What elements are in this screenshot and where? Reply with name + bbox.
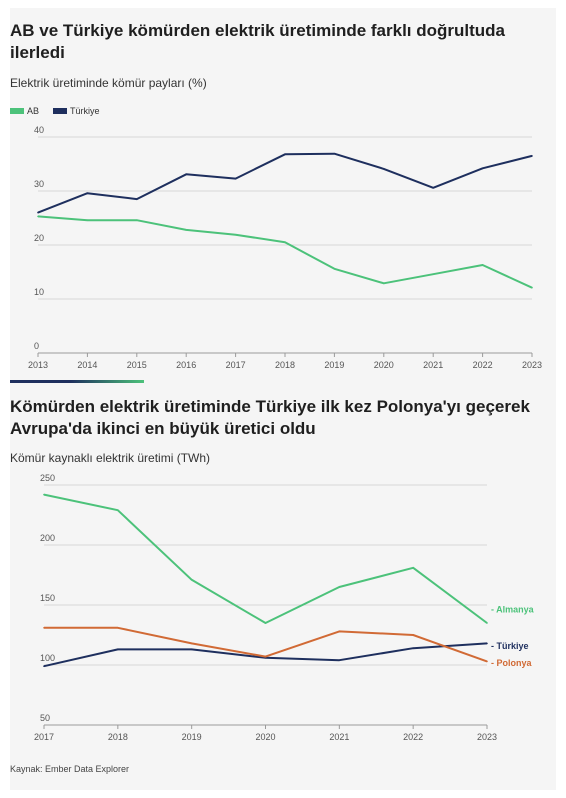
chart2-point-turkiye: [43, 665, 45, 667]
legend-swatch-turkiye: [53, 108, 68, 114]
chart2-x-tick-label: 2017: [34, 732, 54, 742]
chart1-y-tick-label: 20: [34, 233, 44, 243]
chart1-point-ab: [234, 233, 237, 236]
chart1-point-turkiye: [432, 186, 435, 189]
chart1-point-turkiye: [185, 173, 187, 176]
chart2-x-tick-label: 2018: [108, 732, 128, 742]
legend-swatch-ab: [10, 108, 24, 114]
chart1-point-turkiye: [86, 192, 89, 194]
chart2-y-tick-label: 150: [40, 593, 55, 603]
chart1-point-turkiye: [333, 152, 336, 155]
chart1-y-tick-label: 30: [34, 179, 44, 189]
chart2-end-label-turkiye: - Türkiye: [491, 641, 529, 651]
chart1-point-turkiye: [234, 177, 237, 180]
chart2-point-almanya: [412, 567, 414, 569]
chart1-y-tick-label: 0: [34, 341, 39, 351]
legend-label-ab: AB: [27, 106, 40, 116]
chart1-point-ab: [481, 264, 484, 266]
chart1-point-ab: [136, 219, 138, 221]
chart1-point-turkiye: [383, 168, 385, 170]
chart2-point-polonya: [117, 627, 119, 629]
chart1-point-turkiye: [284, 153, 286, 156]
chart2-point-almanya: [43, 493, 45, 496]
legend-label-turkiye: Türkiye: [70, 106, 100, 116]
chart1-x-tick-label: 2019: [324, 360, 344, 370]
chart2-x-tick-label: 2022: [403, 732, 423, 742]
chart2-point-polonya: [190, 642, 193, 645]
chart2-end-label-polonya: - Polonya: [491, 658, 532, 668]
chart2-point-turkiye: [486, 642, 488, 645]
chart2-x-tick-label: 2019: [182, 732, 202, 742]
chart1-point-ab: [37, 215, 39, 218]
chart2-point-almanya: [486, 622, 488, 624]
chart1-point-ab: [284, 241, 286, 244]
chart1-point-ab: [383, 282, 385, 285]
chart1-legend: AB Türkiye: [10, 106, 108, 116]
chart1-x-tick-label: 2016: [176, 360, 196, 370]
chart1-point-ab: [333, 267, 336, 270]
chart1-x-tick-label: 2022: [473, 360, 493, 370]
chart2-point-almanya: [190, 579, 193, 581]
chart2-point-polonya: [264, 655, 267, 658]
chart2-y-tick-label: 200: [40, 533, 55, 543]
chart2-y-tick-label: 50: [40, 713, 50, 723]
chart1-x-tick-label: 2017: [226, 360, 246, 370]
chart2-point-turkiye: [117, 648, 119, 651]
chart2-point-polonya: [486, 660, 488, 663]
chart1-point-ab: [185, 229, 187, 231]
chart1-point-ab: [432, 273, 435, 275]
chart2-point-polonya: [338, 630, 341, 633]
chart1-x-tick-label: 2020: [374, 360, 394, 370]
chart1-point-turkiye: [136, 198, 138, 200]
chart2-point-almanya: [264, 622, 267, 624]
chart2-end-label-almanya: - Almanya: [491, 604, 535, 614]
chart1-point-turkiye: [481, 167, 484, 170]
chart2-point-polonya: [412, 634, 414, 636]
source-note: Kaynak: Ember Data Explorer: [10, 764, 130, 774]
chart1-subtitle: Elektrik üretiminde kömür payları (%): [10, 76, 207, 90]
chart1-title: AB ve Türkiye kömürden elektrik üretimin…: [10, 21, 506, 62]
chart2-point-turkiye: [338, 659, 341, 661]
chart1-x-tick-label: 2014: [77, 360, 97, 370]
chart2-point-almanya: [117, 509, 119, 512]
chart2-subtitle: Kömür kaynaklı elektrik üretimi (TWh): [10, 451, 211, 465]
chart2-x-tick-label: 2020: [255, 732, 275, 742]
chart1-y-tick-label: 40: [34, 125, 44, 135]
section-divider: [10, 380, 144, 383]
chart2-series-line-turkiye: [43, 642, 488, 668]
chart2-point-polonya: [43, 627, 45, 629]
chart-card: [10, 8, 556, 790]
chart1-point-ab: [531, 286, 533, 289]
legend-item-turkiye: Türkiye: [53, 106, 100, 116]
chart1-point-ab: [86, 219, 89, 221]
chart2-point-almanya: [338, 586, 341, 588]
chart2-x-tick-label: 2023: [477, 732, 497, 742]
chart1-x-tick-label: 2013: [28, 360, 48, 370]
chart1-x-tick-label: 2015: [127, 360, 147, 370]
chart2-y-tick-label: 100: [40, 653, 55, 663]
chart1-point-turkiye: [531, 155, 533, 157]
chart2-y-tick-label: 250: [40, 473, 55, 483]
chart2-x-tick-label: 2021: [329, 732, 349, 742]
chart1-x-tick-label: 2018: [275, 360, 295, 370]
chart1-x-tick-label: 2021: [423, 360, 443, 370]
chart1-y-tick-label: 10: [34, 287, 44, 297]
chart1-x-tick-label: 2023: [522, 360, 542, 370]
chart1-point-turkiye: [37, 211, 39, 214]
legend-item-ab: AB: [10, 106, 39, 116]
chart2-series-line-almanya: [43, 493, 488, 624]
chart2-point-turkiye: [412, 647, 414, 649]
chart2-point-turkiye: [190, 648, 193, 651]
chart2-title: Kömürden elektrik üretiminde Türkiye ilk…: [10, 397, 530, 438]
